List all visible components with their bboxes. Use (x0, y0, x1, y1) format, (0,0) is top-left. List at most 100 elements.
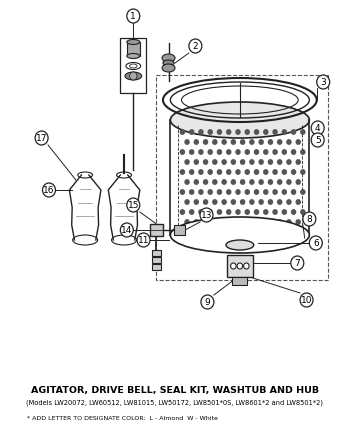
Circle shape (287, 220, 291, 224)
Circle shape (204, 200, 208, 204)
Circle shape (213, 220, 217, 224)
Circle shape (222, 200, 226, 204)
Circle shape (245, 190, 249, 194)
Circle shape (282, 130, 286, 134)
Circle shape (227, 130, 231, 134)
Text: AGITATOR, DRIVE BELL, SEAL KIT, WASHTUB AND HUB: AGITATOR, DRIVE BELL, SEAL KIT, WASHTUB … (31, 385, 319, 395)
Circle shape (240, 140, 245, 144)
Circle shape (35, 131, 48, 145)
Text: (Models LW20072, LW60512, LW81015, LW50172, LW8501*0S, LW8601*2 and LW8501*2): (Models LW20072, LW60512, LW81015, LW501… (27, 400, 323, 406)
Bar (152, 264, 161, 270)
Circle shape (245, 210, 249, 214)
Circle shape (180, 170, 184, 174)
Circle shape (227, 190, 231, 194)
Circle shape (200, 208, 213, 222)
Circle shape (240, 220, 245, 224)
Ellipse shape (127, 54, 140, 59)
Circle shape (254, 170, 259, 174)
Circle shape (264, 190, 268, 194)
Text: 1: 1 (131, 11, 136, 21)
Circle shape (194, 140, 198, 144)
Circle shape (282, 190, 286, 194)
Circle shape (231, 160, 236, 164)
Circle shape (227, 170, 231, 174)
Circle shape (130, 72, 137, 80)
Ellipse shape (163, 60, 174, 66)
Circle shape (208, 150, 212, 154)
Bar (127, 42, 140, 56)
Circle shape (264, 170, 268, 174)
Circle shape (282, 170, 286, 174)
Circle shape (190, 210, 194, 214)
Circle shape (213, 160, 217, 164)
Circle shape (180, 190, 184, 194)
Bar (152, 257, 161, 263)
Text: 3: 3 (320, 77, 326, 87)
Circle shape (194, 200, 198, 204)
Circle shape (217, 170, 222, 174)
Circle shape (180, 150, 184, 154)
Circle shape (236, 190, 240, 194)
Circle shape (194, 180, 198, 184)
Circle shape (278, 200, 282, 204)
Circle shape (268, 140, 272, 144)
Circle shape (137, 233, 150, 247)
Circle shape (282, 210, 286, 214)
Circle shape (180, 210, 184, 214)
Ellipse shape (162, 54, 175, 62)
Circle shape (213, 180, 217, 184)
Circle shape (199, 150, 203, 154)
Circle shape (222, 160, 226, 164)
Circle shape (278, 140, 282, 144)
Circle shape (254, 190, 259, 194)
Circle shape (217, 150, 222, 154)
Circle shape (254, 130, 259, 134)
Circle shape (287, 140, 291, 144)
Circle shape (287, 180, 291, 184)
Circle shape (273, 190, 277, 194)
Circle shape (264, 130, 268, 134)
Circle shape (190, 170, 194, 174)
Ellipse shape (226, 240, 254, 250)
Bar (156, 75, 328, 280)
Circle shape (190, 130, 194, 134)
Bar (150, 224, 163, 236)
Circle shape (201, 295, 214, 309)
Ellipse shape (170, 102, 309, 138)
Circle shape (194, 220, 198, 224)
Circle shape (268, 220, 272, 224)
Circle shape (231, 140, 236, 144)
Circle shape (120, 223, 133, 237)
Circle shape (254, 210, 259, 214)
Circle shape (259, 200, 263, 204)
Circle shape (127, 9, 140, 23)
Bar (174, 225, 185, 235)
Circle shape (231, 180, 236, 184)
Circle shape (273, 210, 277, 214)
Text: 15: 15 (127, 201, 139, 209)
Circle shape (250, 220, 254, 224)
Circle shape (199, 170, 203, 174)
Circle shape (273, 130, 277, 134)
Circle shape (245, 170, 249, 174)
Circle shape (278, 160, 282, 164)
Circle shape (273, 170, 277, 174)
Ellipse shape (127, 40, 140, 44)
Circle shape (301, 210, 305, 214)
Text: 8: 8 (307, 215, 312, 224)
Text: 4: 4 (315, 124, 321, 132)
Circle shape (250, 140, 254, 144)
Text: 6: 6 (313, 238, 319, 247)
Circle shape (268, 160, 272, 164)
Circle shape (278, 220, 282, 224)
Circle shape (199, 210, 203, 214)
Circle shape (240, 200, 245, 204)
Circle shape (204, 220, 208, 224)
Circle shape (204, 160, 208, 164)
Circle shape (199, 130, 203, 134)
Circle shape (185, 160, 189, 164)
Circle shape (292, 210, 296, 214)
Circle shape (204, 180, 208, 184)
Circle shape (231, 220, 236, 224)
Bar (120, 38, 146, 93)
